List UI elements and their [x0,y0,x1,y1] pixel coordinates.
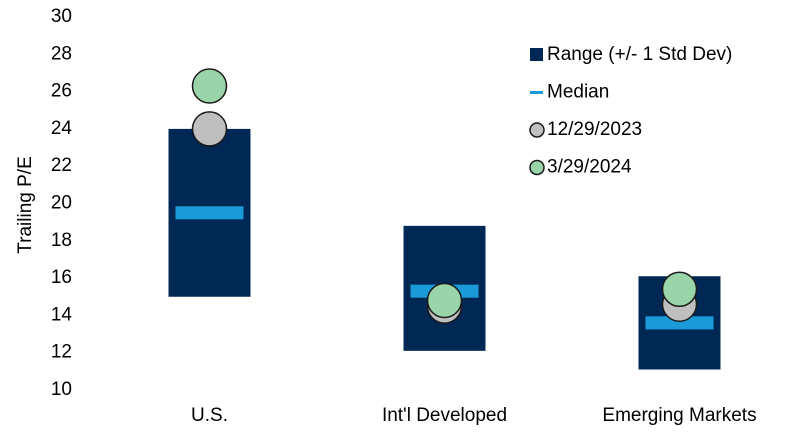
legend-label: Median [547,82,609,103]
y-tick-label: 10 [51,379,72,400]
median-marker [645,316,714,330]
point-marker [426,282,463,319]
legend-label: 3/29/2024 [547,157,632,178]
legend-label: 12/29/2023 [547,119,642,140]
y-tick-label: 16 [51,267,72,288]
y-tick-label: 22 [51,155,72,176]
y-tick-label: 12 [51,342,72,363]
legend-swatch [530,48,543,61]
point-marker [661,271,698,308]
y-tick-label: 14 [51,304,73,325]
y-tick-label: 18 [51,230,72,251]
x-tick-label: Int'l Developed [382,405,507,426]
legend-swatch [529,159,545,176]
legend-swatch [529,122,545,138]
legend-swatch [530,91,543,94]
y-tick-label: 26 [51,81,72,102]
y-tick-label: 20 [51,193,72,214]
y-tick-label: 24 [51,118,73,139]
point-marker [191,111,228,147]
legend-label: Range (+/- 1 Std Dev) [547,44,732,65]
y-axis-label: Trailing P/E [15,156,36,254]
x-tick-label: U.S. [191,405,228,426]
point-marker [191,68,228,104]
median-marker [175,206,244,220]
x-tick-label: Emerging Markets [602,405,756,426]
y-tick-label: 28 [51,43,72,64]
y-tick-label: 30 [51,6,72,27]
